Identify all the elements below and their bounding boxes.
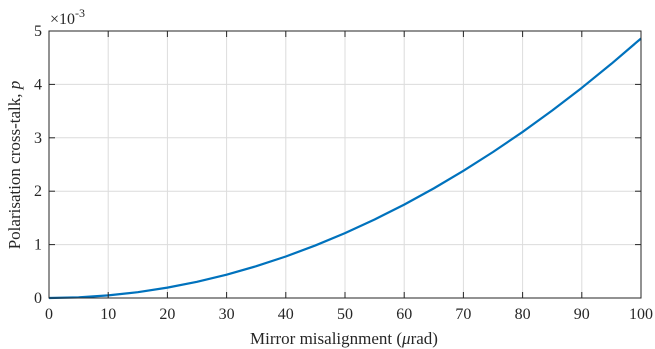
y-tick-label: 5 xyxy=(34,23,42,40)
y-tick-label: 4 xyxy=(34,76,42,93)
y-axis-multiplier: ×10-3 xyxy=(50,6,85,28)
x-tick-label: 10 xyxy=(100,306,116,323)
x-tick-label: 80 xyxy=(515,306,531,323)
y-tick-labels: 0 1 2 3 4 5 xyxy=(34,23,42,307)
series-line xyxy=(48,37,642,300)
y-tick-label: 1 xyxy=(34,237,42,254)
y-label-prefix: Polarisation cross-talk, xyxy=(5,89,24,249)
x-tick-label: 40 xyxy=(278,306,294,323)
series-layer xyxy=(48,37,642,300)
x-tick-label: 20 xyxy=(159,306,175,323)
y-tick-label: 2 xyxy=(34,183,42,200)
x-tick-label: 30 xyxy=(219,306,235,323)
tick-marks xyxy=(48,30,642,299)
x-axis-label: Mirror misalignment (μrad) xyxy=(250,329,438,348)
x-tick-label: 60 xyxy=(396,306,412,323)
y-label-symbol: p xyxy=(5,81,24,91)
y-axis-label: Polarisation cross-talk, p xyxy=(5,81,24,250)
x-tick-label: 70 xyxy=(455,306,471,323)
y-tick-label: 0 xyxy=(34,290,42,307)
y-multiplier-base: ×10 xyxy=(50,11,75,28)
x-label-prefix: Mirror misalignment ( xyxy=(250,329,402,348)
x-tick-label: 50 xyxy=(337,306,353,323)
x-tick-label: 100 xyxy=(629,306,653,323)
x-label-symbol: μ xyxy=(401,329,411,348)
x-label-suffix: rad) xyxy=(411,329,438,348)
y-tick-label: 3 xyxy=(34,130,42,147)
x-tick-label: 90 xyxy=(574,306,590,323)
grid-lines xyxy=(49,31,641,298)
x-tick-labels: 0 10 20 30 40 50 60 70 80 90 100 xyxy=(45,306,653,323)
x-tick-label: 0 xyxy=(45,306,53,323)
y-multiplier-exponent: -3 xyxy=(75,6,85,20)
